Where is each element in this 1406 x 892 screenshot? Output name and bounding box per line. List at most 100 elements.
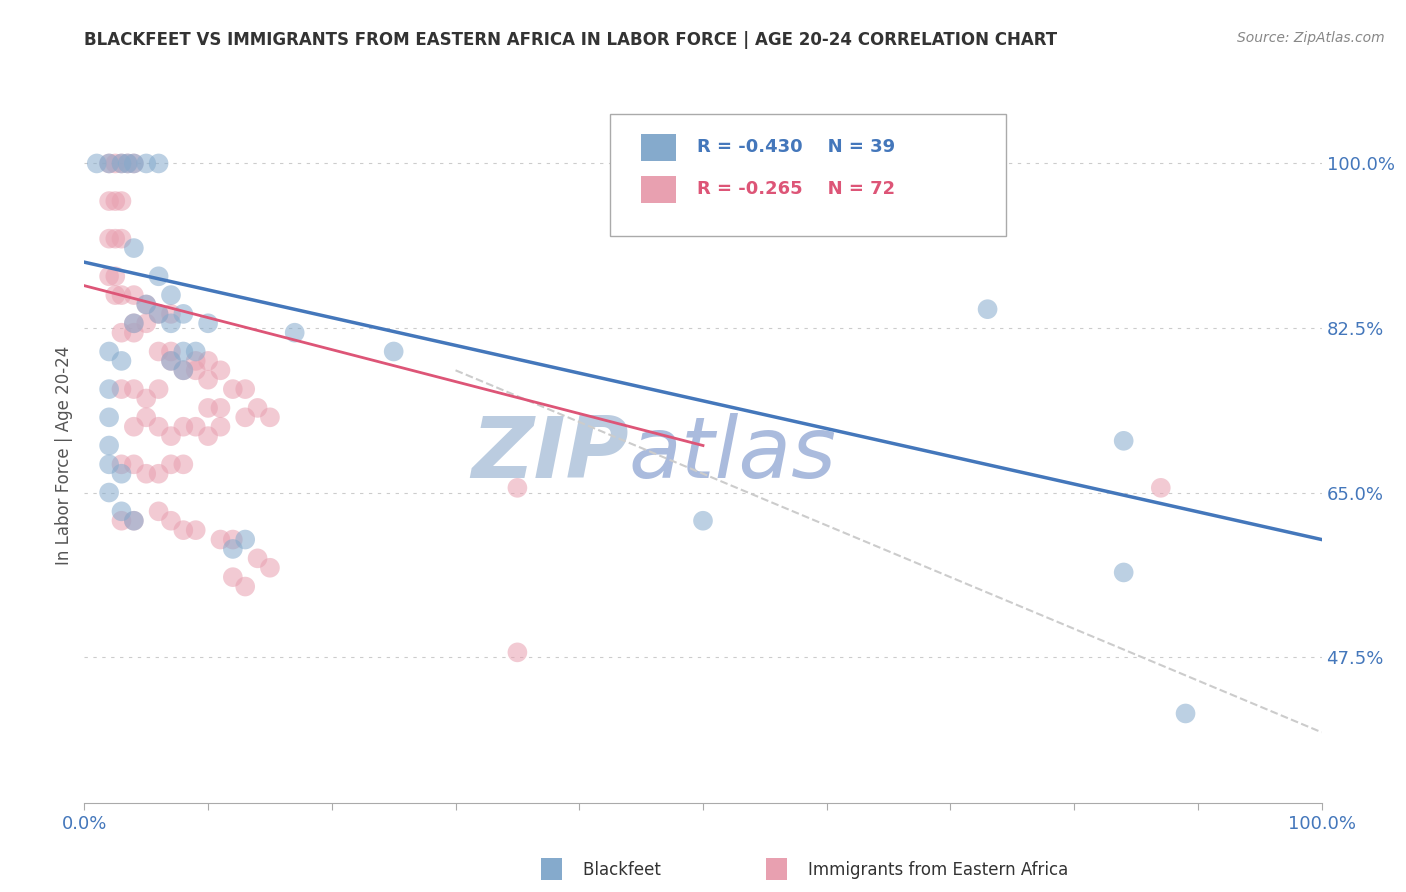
Point <box>135 467 157 481</box>
Point <box>148 467 170 481</box>
Point <box>506 645 529 659</box>
Y-axis label: In Labor Force | Age 20-24: In Labor Force | Age 20-24 <box>55 345 73 565</box>
Text: BLACKFEET VS IMMIGRANTS FROM EASTERN AFRICA IN LABOR FORCE | AGE 20-24 CORRELATI: BLACKFEET VS IMMIGRANTS FROM EASTERN AFR… <box>84 31 1057 49</box>
Point <box>506 481 529 495</box>
Point <box>184 523 207 537</box>
Point <box>104 156 127 170</box>
Point <box>222 570 245 584</box>
Point <box>259 410 281 425</box>
Point <box>98 269 121 284</box>
Point <box>692 514 714 528</box>
Point <box>222 533 245 547</box>
Point <box>233 382 256 396</box>
Point <box>110 288 132 302</box>
Point <box>104 269 127 284</box>
Point <box>98 485 121 500</box>
Point <box>284 326 307 340</box>
Point <box>110 194 132 208</box>
Point <box>259 560 281 574</box>
Point <box>110 326 132 340</box>
Point <box>86 156 108 170</box>
Point <box>110 156 132 170</box>
Point <box>233 533 256 547</box>
Point <box>110 467 132 481</box>
Point <box>110 156 132 170</box>
Point <box>197 401 219 415</box>
Point <box>135 316 157 330</box>
Point <box>172 363 194 377</box>
Point <box>209 401 232 415</box>
Point <box>382 344 405 359</box>
Point <box>1112 434 1135 448</box>
Text: ZIP: ZIP <box>471 413 628 497</box>
Point <box>135 297 157 311</box>
Point <box>110 504 132 518</box>
Point <box>122 316 145 330</box>
Point <box>160 316 183 330</box>
Point <box>110 354 132 368</box>
Point <box>148 307 170 321</box>
Point <box>98 156 121 170</box>
Point <box>1174 706 1197 721</box>
Point <box>122 326 145 340</box>
Point <box>197 373 219 387</box>
FancyBboxPatch shape <box>641 176 676 203</box>
Point <box>110 514 132 528</box>
Point <box>160 514 183 528</box>
Point <box>135 392 157 406</box>
Point <box>117 156 139 170</box>
Point <box>122 419 145 434</box>
Point <box>135 156 157 170</box>
Point <box>148 419 170 434</box>
Point <box>122 316 145 330</box>
Text: Blackfeet: Blackfeet <box>562 861 661 879</box>
Text: R = -0.430    N = 39: R = -0.430 N = 39 <box>697 138 896 156</box>
Point <box>135 410 157 425</box>
Point <box>148 156 170 170</box>
Point <box>209 419 232 434</box>
Point <box>98 194 121 208</box>
Point <box>222 541 245 556</box>
Point <box>184 354 207 368</box>
Point <box>160 429 183 443</box>
Point <box>172 458 194 472</box>
Point <box>184 344 207 359</box>
Point <box>148 269 170 284</box>
Point <box>104 194 127 208</box>
Point <box>110 458 132 472</box>
Point <box>98 156 121 170</box>
Point <box>209 363 232 377</box>
Point <box>160 288 183 302</box>
Point <box>122 458 145 472</box>
Point <box>122 514 145 528</box>
Point <box>148 307 170 321</box>
Point <box>98 458 121 472</box>
Point <box>197 429 219 443</box>
Point <box>160 344 183 359</box>
Point <box>122 288 145 302</box>
Point <box>160 458 183 472</box>
Point <box>98 382 121 396</box>
Point <box>148 504 170 518</box>
Point <box>148 382 170 396</box>
Point <box>172 363 194 377</box>
Point <box>98 438 121 452</box>
Point <box>122 156 145 170</box>
Point <box>122 514 145 528</box>
FancyBboxPatch shape <box>641 134 676 161</box>
Point <box>160 307 183 321</box>
Point <box>122 382 145 396</box>
Point <box>233 580 256 594</box>
Point <box>122 156 145 170</box>
Point <box>976 302 998 317</box>
Point <box>104 232 127 246</box>
Point <box>110 382 132 396</box>
Point <box>98 410 121 425</box>
Text: Immigrants from Eastern Africa: Immigrants from Eastern Africa <box>787 861 1069 879</box>
Point <box>117 156 139 170</box>
Text: atlas: atlas <box>628 413 837 497</box>
Point <box>160 354 183 368</box>
Point <box>172 344 194 359</box>
Point <box>172 307 194 321</box>
Point <box>110 232 132 246</box>
